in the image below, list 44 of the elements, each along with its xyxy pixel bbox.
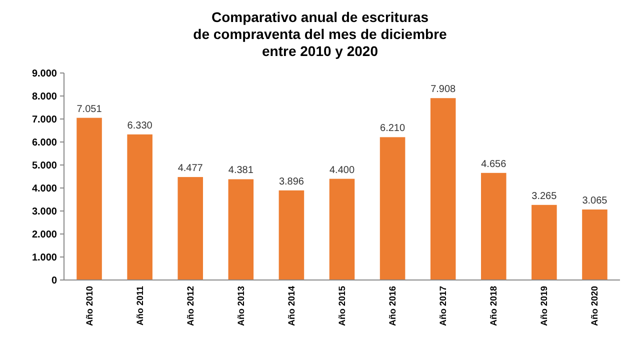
bar: [127, 134, 152, 280]
data-label: 4.477: [178, 163, 204, 174]
bar: [430, 98, 456, 280]
x-tick-label: Año 2020: [590, 286, 600, 326]
x-tick-label: Año 2015: [337, 286, 347, 326]
bar: [380, 137, 406, 280]
y-tick-label: 2.000: [32, 230, 58, 240]
y-tick-label: 5.000: [32, 160, 58, 172]
x-tick-label: Año 2014: [286, 286, 296, 326]
x-tick-label: Año 2017: [438, 286, 448, 326]
data-label: 3.065: [582, 196, 608, 207]
bar: [228, 179, 254, 280]
bar: [76, 118, 102, 280]
x-tick-label: Año 2012: [185, 286, 196, 326]
data-label: 7.908: [430, 84, 456, 96]
y-tick-label: 7.000: [32, 114, 58, 126]
x-tick-label: Año 2018: [488, 286, 499, 326]
y-tick-label: 3.000: [32, 206, 58, 218]
data-label: 6.210: [380, 123, 406, 134]
bar: [329, 178, 355, 280]
bar: [278, 190, 304, 280]
y-tick-label: 0: [51, 276, 58, 286]
x-tick-label: Año 2011: [134, 286, 145, 326]
x-tick-label: Año 2010: [84, 286, 94, 326]
x-tick-label: Año 2013: [236, 286, 246, 326]
data-label: 4.381: [228, 165, 254, 176]
y-tick-label: 6.000: [32, 138, 58, 148]
y-tick-label: 1.000: [32, 252, 58, 264]
data-label: 6.330: [127, 120, 153, 132]
x-tick-label: Año 2019: [539, 286, 550, 326]
bar: [582, 210, 608, 280]
y-tick-label: 4.000: [32, 184, 58, 194]
bar: [178, 177, 203, 280]
data-label: 4.656: [481, 158, 507, 170]
data-label: 7.051: [76, 104, 102, 115]
data-label: 4.400: [329, 164, 355, 176]
bar: [532, 204, 557, 280]
x-tick-label: Año 2016: [388, 286, 398, 326]
data-label: 3.265: [532, 190, 558, 202]
chart-title: Comparativo anual de escrituras de compraventa del mes de diciembre entre 2010 y 2020: [193, 9, 448, 59]
y-tick-label: 9.000: [32, 68, 58, 80]
y-tick-label: 8.000: [32, 92, 58, 102]
bar: [481, 172, 506, 280]
data-label: 3.896: [278, 176, 304, 188]
